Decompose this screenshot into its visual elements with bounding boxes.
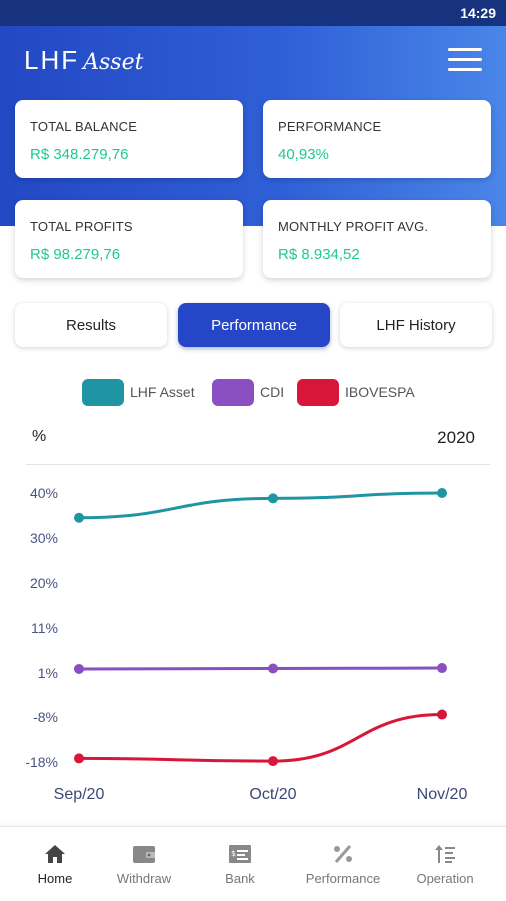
chart-year-label: 2020 bbox=[437, 428, 475, 447]
data-point-ibovespa bbox=[437, 709, 447, 720]
y-tick-label: 30% bbox=[30, 530, 58, 546]
legend-label: CDI bbox=[260, 384, 285, 400]
data-point-cdi bbox=[74, 663, 84, 674]
y-tick-label: 11% bbox=[31, 620, 58, 636]
card-value: 40,93% bbox=[278, 146, 329, 163]
bottom-navigation: Home Withdraw $ Bank Performance bbox=[0, 826, 506, 900]
y-tick-label: 20% bbox=[30, 575, 58, 591]
hamburger-menu-icon[interactable] bbox=[448, 48, 482, 72]
legend-label: LHF Asset bbox=[130, 384, 195, 400]
nav-item-withdraw[interactable]: Withdraw bbox=[94, 827, 194, 901]
nav-item-bank[interactable]: $ Bank bbox=[190, 827, 290, 901]
nav-label: Home bbox=[37, 871, 73, 886]
chart-divider bbox=[26, 464, 490, 465]
y-tick-label: 40% bbox=[30, 485, 58, 501]
nav-label: Operation bbox=[416, 871, 474, 886]
status-time: 14:29 bbox=[460, 5, 496, 21]
card-value: R$ 8.934,52 bbox=[278, 246, 360, 263]
legend-label: IBOVESPA bbox=[345, 384, 415, 400]
monthly-profit-avg-card: MONTHLY PROFIT AVG. R$ 8.934,52 bbox=[263, 200, 491, 278]
card-label: TOTAL BALANCE bbox=[30, 119, 138, 134]
tab-results[interactable]: Results bbox=[15, 303, 167, 347]
nav-label: Withdraw bbox=[116, 871, 172, 886]
y-tick-label: -18% bbox=[25, 754, 58, 770]
chart-legend: LHF Asset CDI IBOVESPA bbox=[0, 377, 506, 407]
total-balance-card: TOTAL BALANCE R$ 348.279,76 bbox=[15, 100, 243, 178]
performance-card: PERFORMANCE 40,93% bbox=[263, 100, 491, 178]
series-line-ibovespa bbox=[78, 713, 443, 763]
sort-icon bbox=[435, 845, 455, 863]
legend-swatch bbox=[82, 378, 124, 406]
x-tick-label: Oct/20 bbox=[249, 786, 296, 803]
y-tick-label: 1% bbox=[38, 665, 58, 681]
legend-swatch bbox=[212, 378, 254, 406]
tab-lhf-history[interactable]: LHF History bbox=[340, 303, 492, 347]
data-point-lhf-asset bbox=[268, 493, 278, 504]
bank-icon: $ bbox=[229, 845, 251, 863]
status-bar: 14:29 bbox=[0, 0, 506, 26]
legend-item-lhf-asset[interactable]: LHF Asset bbox=[82, 377, 195, 407]
percent-icon bbox=[334, 845, 352, 863]
tab-bar: Results Performance LHF History bbox=[15, 303, 492, 347]
total-profits-card: TOTAL PROFITS R$ 98.279,76 bbox=[15, 200, 243, 278]
card-label: MONTHLY PROFIT AVG. bbox=[278, 219, 429, 234]
nav-item-home[interactable]: Home bbox=[5, 827, 105, 901]
home-icon bbox=[45, 845, 65, 863]
card-value: R$ 348.279,76 bbox=[30, 146, 129, 163]
chart-unit-label: % bbox=[32, 428, 47, 445]
data-point-ibovespa bbox=[268, 756, 278, 767]
wallet-icon bbox=[133, 846, 155, 863]
data-point-lhf-asset bbox=[437, 488, 447, 498]
legend-swatch bbox=[297, 378, 339, 406]
y-tick-label: -8% bbox=[33, 709, 58, 725]
card-value: R$ 98.279,76 bbox=[30, 246, 121, 263]
series-line-lhf-asset bbox=[78, 491, 443, 520]
x-tick-label: Sep/20 bbox=[54, 786, 105, 803]
legend-item-cdi[interactable]: CDI bbox=[212, 377, 284, 407]
legend-item-ibovespa[interactable]: IBOVESPA bbox=[297, 377, 415, 407]
nav-label: Bank bbox=[225, 871, 255, 886]
card-label: PERFORMANCE bbox=[278, 119, 382, 134]
nav-item-operation[interactable]: Operation bbox=[395, 827, 495, 901]
nav-item-performance[interactable]: Performance bbox=[293, 827, 393, 901]
logo-script-text: Asset bbox=[83, 50, 144, 75]
data-point-ibovespa bbox=[74, 753, 84, 764]
data-point-cdi bbox=[268, 663, 278, 674]
tab-performance[interactable]: Performance bbox=[178, 303, 330, 347]
svg-text:$: $ bbox=[231, 849, 236, 858]
data-point-lhf-asset bbox=[74, 512, 84, 523]
nav-label: Performance bbox=[305, 871, 381, 886]
series-line-cdi bbox=[78, 666, 443, 671]
performance-line-chart: 40% 30% 20% 11% 1% -8% -18% Sep/20 Oct/20 Nov/20 bbox=[25, 485, 468, 803]
app-logo: LHF Asset bbox=[24, 45, 143, 76]
data-point-cdi bbox=[437, 663, 447, 674]
card-label: TOTAL PROFITS bbox=[30, 219, 133, 234]
x-tick-label: Nov/20 bbox=[417, 786, 468, 803]
logo-main-text: LHF bbox=[24, 45, 80, 75]
